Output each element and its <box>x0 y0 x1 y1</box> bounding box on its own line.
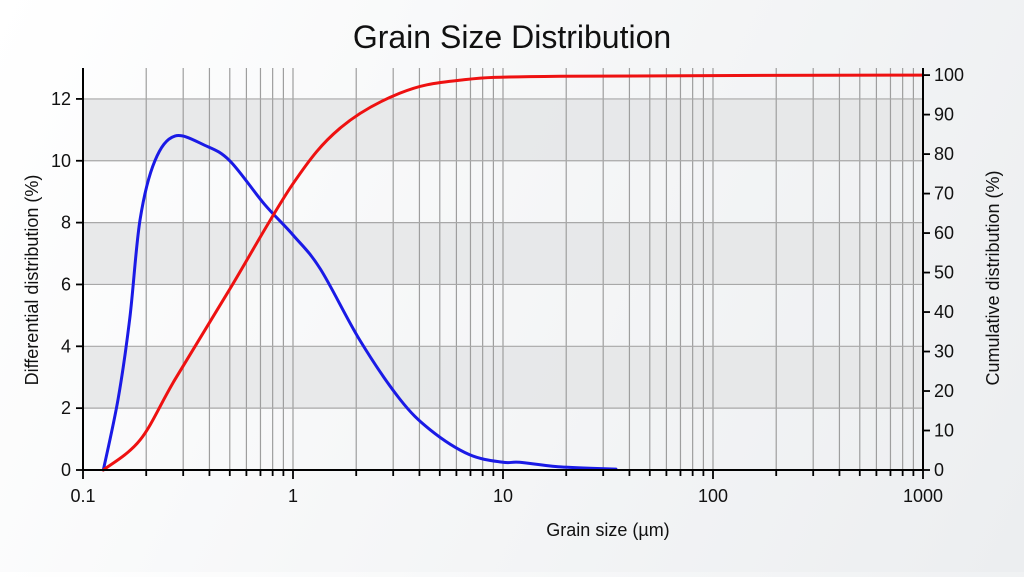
left-y-tick-label: 4 <box>61 336 71 356</box>
right-y-tick-label: 70 <box>934 184 954 204</box>
differential-distribution-line <box>101 134 618 472</box>
x-tick-label: 100 <box>698 486 728 506</box>
left-y-tick-label: 6 <box>61 274 71 294</box>
right-y-tick-label: 50 <box>934 263 954 283</box>
x-axis-label: Grain size (µm) <box>546 520 669 540</box>
right-y-tick-label: 40 <box>934 302 954 322</box>
right-y-tick-label: 10 <box>934 421 954 441</box>
left-y-tick-label: 12 <box>51 89 71 109</box>
axes: 0.1 1 10 100 1000 0 2 4 6 8 10 12 0 10 20 30 40 50 60 70 80 9… <box>51 65 964 506</box>
right-y-tick-label: 0 <box>934 460 944 480</box>
right-y-tick-label: 20 <box>934 381 954 401</box>
right-y-tick-label: 90 <box>934 105 954 125</box>
x-tick-label: 1 <box>288 486 298 506</box>
series-layer <box>101 73 925 472</box>
right-y-tick-label: 30 <box>934 342 954 362</box>
left-y-tick-label: 2 <box>61 398 71 418</box>
chart-title: Grain Size Distribution <box>353 19 671 55</box>
right-y-tick-label: 100 <box>934 65 964 85</box>
left-y-axis-label: Differential distribution (%) <box>22 175 42 386</box>
right-y-tick-label: 60 <box>934 223 954 243</box>
x-tick-label: 10 <box>493 486 513 506</box>
left-y-tick-label: 10 <box>51 151 71 171</box>
left-y-tick-label: 8 <box>61 213 71 233</box>
cumulative-distribution-line <box>101 73 925 472</box>
right-y-axis-label: Cumulative distribution (%) <box>983 170 1003 385</box>
gridlines <box>83 68 923 470</box>
x-tick-label: 1000 <box>903 486 943 506</box>
left-y-tick-label: 0 <box>61 460 71 480</box>
right-y-tick-label: 80 <box>934 144 954 164</box>
x-tick-label: 0.1 <box>70 486 95 506</box>
